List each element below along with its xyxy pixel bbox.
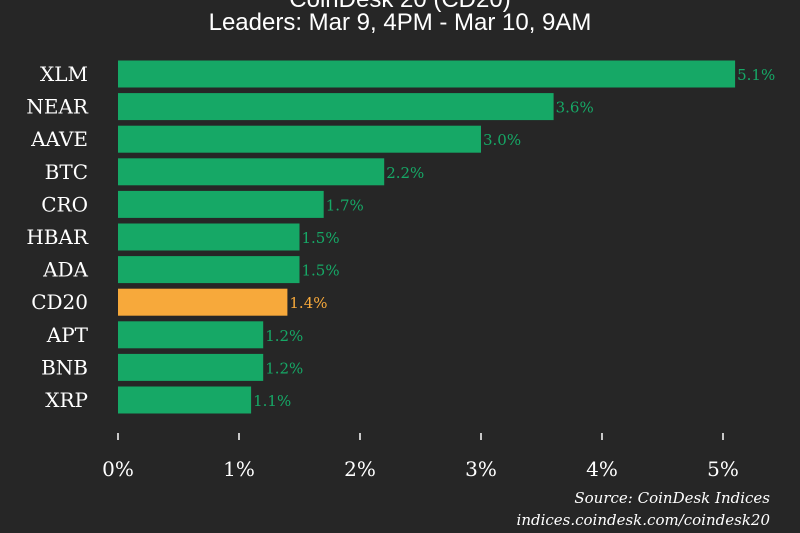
chart-subtitle: Leaders: Mar 9, 4PM - Mar 10, 9AM [208, 9, 592, 36]
bar-apt [118, 321, 264, 349]
value-label-xrp: 1.1% [253, 392, 291, 410]
value-label-ada: 1.5% [302, 262, 340, 280]
value-label-aave: 3.0% [483, 131, 521, 149]
source-url: indices.coindesk.com/coindesk20 [516, 511, 770, 529]
bar-cd20 [118, 288, 288, 316]
value-label-near: 3.6% [556, 99, 594, 117]
value-label-cd20: 1.4% [289, 294, 327, 312]
value-label-hbar: 1.5% [302, 229, 340, 247]
x-tick-label-2: 2% [344, 457, 376, 481]
bar-btc [118, 158, 385, 186]
bar-xrp [118, 386, 252, 414]
x-tick-label-5: 5% [707, 457, 739, 481]
bar-xlm [118, 60, 736, 88]
value-label-btc: 2.2% [386, 164, 424, 182]
category-label-bnb: BNB [41, 355, 88, 379]
x-tick-label-4: 4% [586, 457, 618, 481]
x-tick-label-1: 1% [223, 457, 255, 481]
chart-title: CoinDesk 20 (CD20) [0, 0, 800, 13]
source-label: Source: CoinDesk Indices [574, 489, 770, 507]
value-label-xlm: 5.1% [737, 66, 775, 84]
category-label-btc: BTC [45, 160, 88, 184]
category-label-ada: ADA [42, 258, 88, 282]
value-label-apt: 1.2% [265, 327, 303, 345]
bar-cro [118, 190, 324, 218]
category-label-hbar: HBAR [26, 225, 89, 249]
category-label-near: NEAR [26, 95, 89, 119]
category-label-apt: APT [46, 323, 89, 347]
category-label-xlm: XLM [40, 62, 88, 86]
value-label-bnb: 1.2% [265, 359, 303, 377]
x-tick-label-3: 3% [465, 457, 497, 481]
category-label-xrp: XRP [45, 388, 88, 412]
category-label-aave: AAVE [30, 127, 88, 151]
bar-hbar [118, 223, 300, 251]
bar-bnb [118, 353, 264, 381]
category-label-cd20: CD20 [31, 290, 88, 314]
bar-ada [118, 256, 300, 284]
x-tick-label-0: 0% [102, 457, 134, 481]
bar-aave [118, 125, 481, 153]
bar-near [118, 93, 554, 121]
value-label-cro: 1.7% [326, 196, 364, 214]
category-label-cro: CRO [41, 192, 88, 216]
